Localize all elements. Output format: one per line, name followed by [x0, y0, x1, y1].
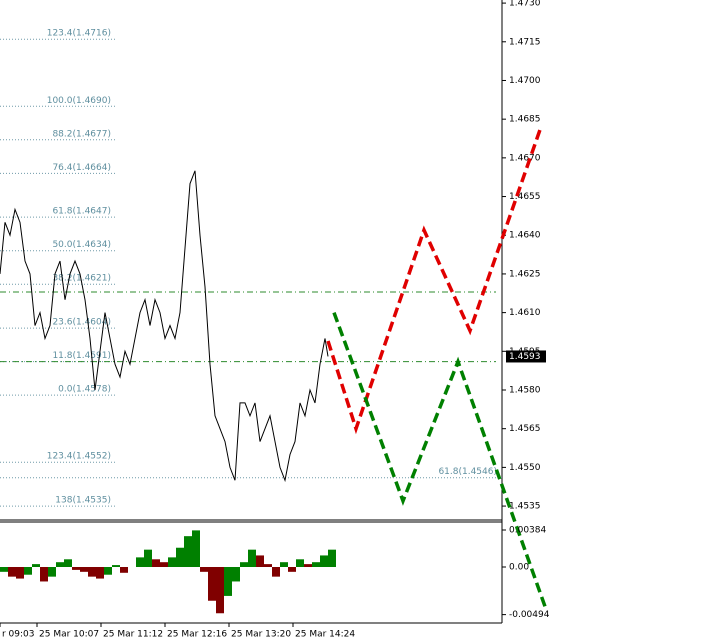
y-tick-label: 1.4685 — [509, 115, 541, 125]
y-tick-label: 1.4730 — [509, 0, 541, 9]
histogram-bar — [72, 567, 80, 570]
histogram-bar — [176, 547, 184, 568]
histogram-bar — [32, 564, 40, 568]
y-tick-label: 1.4535 — [509, 502, 541, 512]
histogram-bar — [240, 562, 248, 568]
histogram-bar — [24, 567, 32, 575]
fib-label: 50.0(1.4634) — [52, 240, 111, 250]
fib-label: 11.8(1.4591) — [52, 351, 111, 361]
histogram-bar — [16, 567, 24, 579]
y-tick-label: 1.4610 — [509, 308, 541, 318]
fib-label: 0.0(1.4578) — [58, 385, 111, 395]
histogram-bar — [232, 567, 240, 582]
histogram-bar — [136, 557, 144, 568]
histogram-bar — [168, 557, 176, 568]
histogram-bar — [224, 567, 232, 596]
y-tick-label: 1.4640 — [509, 231, 541, 241]
x-tick-label: 25 Mar 13:20 — [231, 630, 291, 640]
histogram-bar — [48, 567, 56, 577]
histogram-bar — [120, 567, 128, 573]
price-line — [0, 170, 329, 483]
histogram-bar — [184, 536, 192, 568]
histogram-bar — [288, 567, 296, 572]
histogram-bar — [280, 562, 288, 568]
y-tick-label: 1.4655 — [509, 192, 541, 202]
histogram-bar — [0, 567, 8, 572]
fib-label: 88.2(1.4677) — [52, 129, 111, 139]
x-tick-label: r 09:03 — [2, 630, 35, 640]
y-tick-label: 1.4625 — [509, 269, 541, 279]
fib-label: 100.0(1.4690) — [47, 96, 111, 106]
histogram-bar — [312, 562, 320, 568]
fib-label: 123.4(1.4716) — [47, 29, 111, 39]
fib-label: 61.8(1.4647) — [52, 207, 111, 217]
histogram-bar — [160, 562, 168, 568]
histogram-bar — [264, 564, 272, 568]
histogram-bar — [256, 555, 264, 568]
zigzag-line — [326, 126, 543, 435]
histogram-bar — [104, 567, 112, 575]
histogram-bar — [272, 567, 280, 577]
histogram-bar — [328, 549, 336, 568]
y-tick-label: 1.4670 — [509, 153, 541, 163]
y-tick-label: 1.4715 — [509, 37, 541, 47]
y-tick-label: 0.00 — [509, 563, 529, 573]
y-tick-label: -0.00494 — [509, 610, 550, 620]
histogram-bar — [192, 530, 200, 568]
histogram-bar — [40, 567, 48, 582]
y-tick-label: 1.4550 — [509, 463, 541, 473]
histogram-bar — [8, 567, 16, 577]
price-tag-label: 1.4593 — [509, 352, 541, 362]
x-tick-label: 25 Mar 11:12 — [103, 630, 163, 640]
fib-label: 23.6(1.4604) — [52, 318, 111, 328]
histogram-bar — [304, 564, 312, 568]
fib-label: 123.4(1.4552) — [47, 452, 111, 462]
histogram-bar — [248, 549, 256, 568]
histogram-bar — [216, 567, 224, 614]
histogram-bar — [208, 567, 216, 601]
zigzag-line — [332, 312, 548, 610]
y-tick-label: 1.4700 — [509, 76, 541, 86]
fib-label: 76.4(1.4664) — [52, 163, 111, 173]
x-tick-label: 25 Mar 12:16 — [167, 630, 227, 640]
x-tick-label: 25 Mar 10:07 — [39, 630, 99, 640]
histogram-bar — [80, 567, 88, 572]
histogram-bar — [152, 559, 160, 568]
histogram-bar — [88, 567, 96, 577]
histogram-bar — [64, 559, 72, 568]
histogram-bar — [56, 562, 64, 568]
fib-label: 61.8(1.4546) — [438, 467, 497, 477]
fib-label: 138(1.4535) — [55, 496, 111, 506]
price-tag — [506, 350, 546, 363]
histogram-bar — [112, 565, 120, 568]
histogram-bar — [96, 567, 104, 579]
histogram-bar — [296, 559, 304, 568]
y-tick-label: 1.4565 — [509, 424, 541, 434]
fib-label: 38.2(1.4621) — [52, 274, 111, 284]
histogram-bar — [200, 567, 208, 572]
x-tick-label: 25 Mar 14:24 — [295, 630, 355, 640]
y-tick-label: 0.00384 — [509, 525, 546, 535]
y-tick-label: 1.4580 — [509, 386, 541, 396]
histogram-bar — [320, 555, 328, 568]
histogram-bar — [144, 549, 152, 568]
